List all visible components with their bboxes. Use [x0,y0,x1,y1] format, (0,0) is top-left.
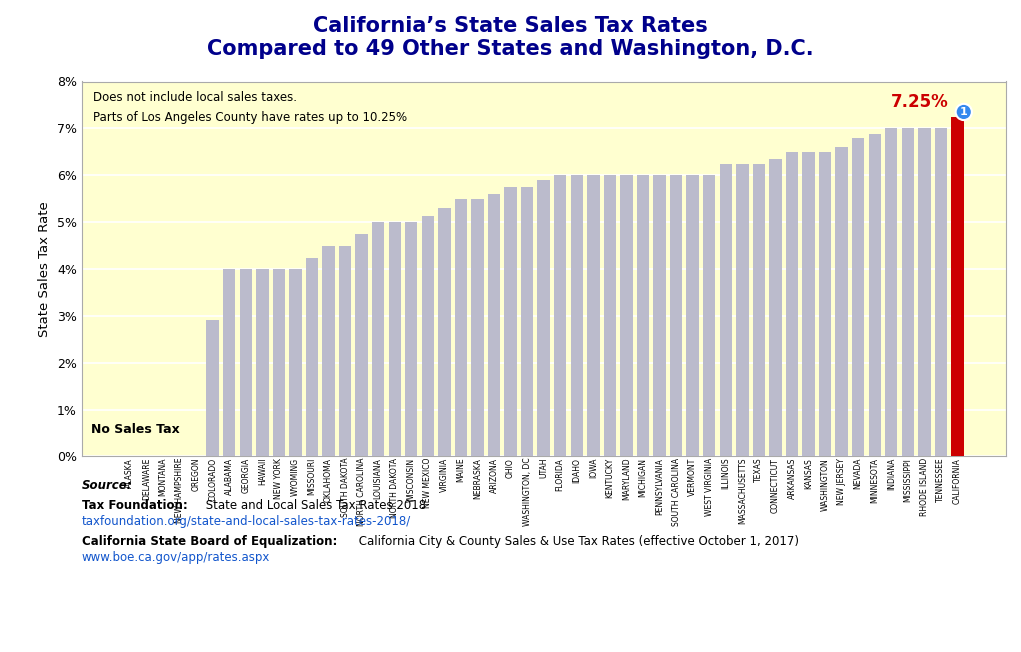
Text: Source:: Source: [82,479,132,492]
Bar [852,138,865,456]
Bar [952,117,964,456]
Bar [587,175,599,456]
Bar [206,321,218,456]
Text: State and Local Sales Tax Rates 2018: State and Local Sales Tax Rates 2018 [202,499,427,512]
Bar [488,194,500,456]
Bar [339,246,351,456]
Bar [438,208,450,456]
Bar [454,199,468,456]
Text: California State Board of Equalization:: California State Board of Equalization: [82,535,337,548]
Y-axis label: State Sales Tax Rate: State Sales Tax Rate [38,201,51,337]
Bar [273,269,285,456]
Text: No Sales Tax: No Sales Tax [91,422,180,436]
Bar [736,164,748,456]
Bar [472,199,484,456]
Bar [355,234,368,456]
Bar [720,164,732,456]
Bar [289,269,301,456]
Bar [803,152,815,456]
Bar [686,175,698,456]
Text: www.boe.ca.gov/app/rates.aspx: www.boe.ca.gov/app/rates.aspx [82,551,271,564]
Text: Does not include local sales taxes.
Parts of Los Angeles County have rates up to: Does not include local sales taxes. Part… [93,91,407,124]
Bar [902,128,914,456]
Bar [769,159,782,456]
Bar [786,152,798,456]
Bar [554,175,567,456]
Bar [835,147,847,456]
Bar [240,269,252,456]
Bar [305,258,319,456]
Bar [653,175,666,456]
Bar [670,175,682,456]
Text: Compared to 49 Other States and Washington, D.C.: Compared to 49 Other States and Washingt… [207,39,814,59]
Bar [223,269,236,456]
Text: Tax Foundation:: Tax Foundation: [82,499,188,512]
Bar [372,222,384,456]
Bar [885,128,897,456]
Text: 7.25%: 7.25% [890,93,949,111]
Bar [934,128,947,456]
Bar [571,175,583,456]
Bar [637,175,649,456]
Bar [521,187,533,456]
Bar [752,164,765,456]
Bar [504,187,517,456]
Bar [869,134,881,456]
Bar [603,175,616,456]
Text: California City & County Sales & Use Tax Rates (effective October 1, 2017): California City & County Sales & Use Tax… [355,535,799,548]
Text: California’s State Sales Tax Rates: California’s State Sales Tax Rates [313,16,708,37]
Bar [537,180,550,456]
Bar [819,152,831,456]
Bar [256,269,269,456]
Text: 1: 1 [960,107,968,117]
Bar [422,216,434,456]
Bar [323,246,335,456]
Text: taxfoundation.org/state-and-local-sales-tax-rates-2018/: taxfoundation.org/state-and-local-sales-… [82,515,410,528]
Bar [389,222,401,456]
Bar [620,175,633,456]
Bar [918,128,930,456]
Bar [405,222,418,456]
Bar [703,175,716,456]
